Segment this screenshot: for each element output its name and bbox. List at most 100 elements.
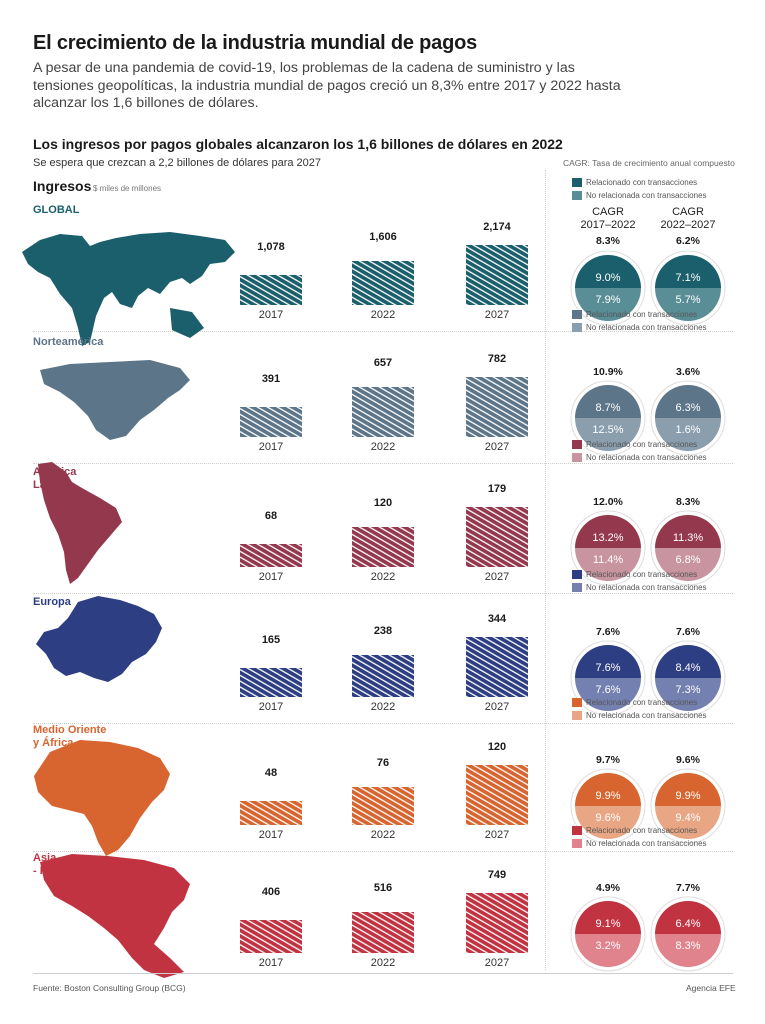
bar-2017 [240, 407, 302, 437]
bar-2027 [466, 637, 528, 697]
bar-2017 [240, 668, 302, 697]
region-map-icon [22, 232, 235, 346]
row-separator [33, 723, 733, 724]
cagr-split-circle: 9.0% 7.9% [570, 250, 646, 326]
region-label: Norteamérica [33, 336, 104, 348]
cagr-period-heading: CAGR 2017–2022 [580, 206, 636, 231]
cagr-value: 8.3% [676, 496, 700, 508]
unrelated-share-label: 7.6% [595, 684, 620, 696]
ingresos-label: Ingresos [33, 178, 92, 194]
bar-value-label: 238 [373, 625, 393, 637]
cagr-split-circle: 7.6% 7.6% [570, 640, 646, 716]
legend-label-unrelated: No relacionada con transacciones [586, 453, 707, 462]
related-share-label: 9.9% [675, 790, 700, 802]
cagr-value: 9.6% [676, 754, 700, 766]
bar-value-label: 2,174 [483, 221, 511, 233]
bar-year-label: 2027 [484, 701, 510, 713]
bar-2027 [466, 507, 528, 567]
cagr-value: 8.3% [596, 235, 620, 247]
legend-label-unrelated: No relacionada con transacciones [586, 839, 707, 848]
unrelated-share-label: 8.3% [675, 940, 700, 952]
bar-value-label: 344 [487, 613, 507, 625]
cagr-split-circle: 11.3% 6.8% [650, 510, 726, 586]
bar-year-label: 2022 [370, 701, 396, 713]
region-label: Medio Oriente y África [33, 724, 107, 749]
bar-2017 [240, 801, 302, 825]
unrelated-share-label: 9.4% [675, 812, 700, 824]
unrelated-share-label: 1.6% [675, 424, 700, 436]
legend-label-related: Relacionado con transacciones [586, 440, 698, 449]
unrelated-share-label: 5.7% [675, 294, 700, 306]
legend-label-unrelated: No relacionada con transacciones [586, 711, 707, 720]
cagr-value: 9.7% [596, 754, 620, 766]
bar-value-label: 782 [487, 353, 507, 365]
bar-value-label: 179 [487, 483, 507, 495]
unrelated-share-label: 12.5% [592, 424, 623, 436]
agency-credit: Agencia EFE [686, 983, 736, 993]
bar-year-label: 2027 [484, 829, 510, 841]
bar-value-label: 68 [264, 510, 278, 522]
cagr-value: 7.7% [676, 882, 700, 894]
legend-swatch-unrelated [572, 191, 582, 200]
legend-swatch-unrelated [572, 323, 582, 332]
related-share-label: 8.7% [595, 402, 620, 414]
cagr-value: 7.6% [596, 626, 620, 638]
bar-year-label: 2022 [370, 309, 396, 321]
unrelated-share-label: 9.6% [595, 812, 620, 824]
cagr-value: 12.0% [593, 496, 623, 508]
cagr-split-circle: 9.9% 9.4% [650, 768, 726, 844]
legend-swatch-related [572, 698, 582, 707]
related-share-label: 9.0% [595, 272, 620, 284]
bar-2027 [466, 765, 528, 825]
legend-label-related: Relacionado con transacciones [586, 826, 698, 835]
legend-label-unrelated: No relacionada con transacciones [586, 323, 707, 332]
bar-year-label: 2027 [484, 441, 510, 453]
bar-2022 [352, 787, 414, 825]
legend-label-unrelated: No relacionada con transacciones [586, 191, 707, 200]
region-map-icon [38, 462, 122, 584]
cagr-split-circle: 9.1% 3.2% [570, 896, 646, 972]
column-divider [545, 170, 546, 970]
legend-label-related: Relacionado con transacciones [586, 178, 698, 187]
bar-2022 [352, 387, 414, 437]
unrelated-share-label: 7.3% [675, 684, 700, 696]
legend-label-related: Relacionado con transacciones [586, 310, 698, 319]
bar-year-label: 2017 [258, 701, 284, 713]
cagr-split-circle: 7.1% 5.7% [650, 250, 726, 326]
bar-2027 [466, 377, 528, 437]
bar-value-label: 48 [264, 767, 278, 779]
cagr-value: 6.2% [676, 235, 700, 247]
bar-2022 [352, 527, 414, 567]
bar-2017 [240, 275, 302, 305]
cagr-split-circle: 6.3% 1.6% [650, 380, 726, 456]
bar-2027 [466, 893, 528, 953]
bar-year-label: 2027 [484, 957, 510, 969]
row-separator [33, 593, 733, 594]
legend-swatch-related [572, 310, 582, 319]
region-map-icon [40, 854, 190, 978]
cagr-value: 4.9% [596, 882, 620, 894]
legend-label-related: Relacionado con transacciones [586, 570, 698, 579]
bar-value-label: 1,606 [369, 231, 397, 243]
related-share-label: 9.1% [595, 918, 620, 930]
related-share-label: 11.3% [673, 532, 704, 544]
region-map-icon [36, 596, 162, 682]
bar-value-label: 391 [261, 373, 281, 385]
row-separator [33, 331, 733, 332]
legend-swatch-unrelated [572, 711, 582, 720]
page-title: El crecimiento de la industria mundial d… [33, 32, 478, 54]
cagr-split-circle: 6.4% 8.3% [650, 896, 726, 972]
cagr-value: 7.6% [676, 626, 700, 638]
bar-year-label: 2017 [258, 571, 284, 583]
related-share-label: 6.3% [675, 402, 700, 414]
cagr-split-circle: 13.2% 11.4% [570, 510, 646, 586]
related-share-label: 13.2% [592, 532, 623, 544]
region-label: América Latina [33, 466, 77, 491]
intro-text: A pesar de una pandemia de covid-19, los… [33, 60, 621, 111]
legend-swatch-unrelated [572, 583, 582, 592]
related-share-label: 7.1% [675, 272, 700, 284]
bar-2017 [240, 544, 302, 567]
region-map-icon [34, 740, 170, 856]
bar-year-label: 2022 [370, 957, 396, 969]
related-share-label: 6.4% [675, 918, 700, 930]
